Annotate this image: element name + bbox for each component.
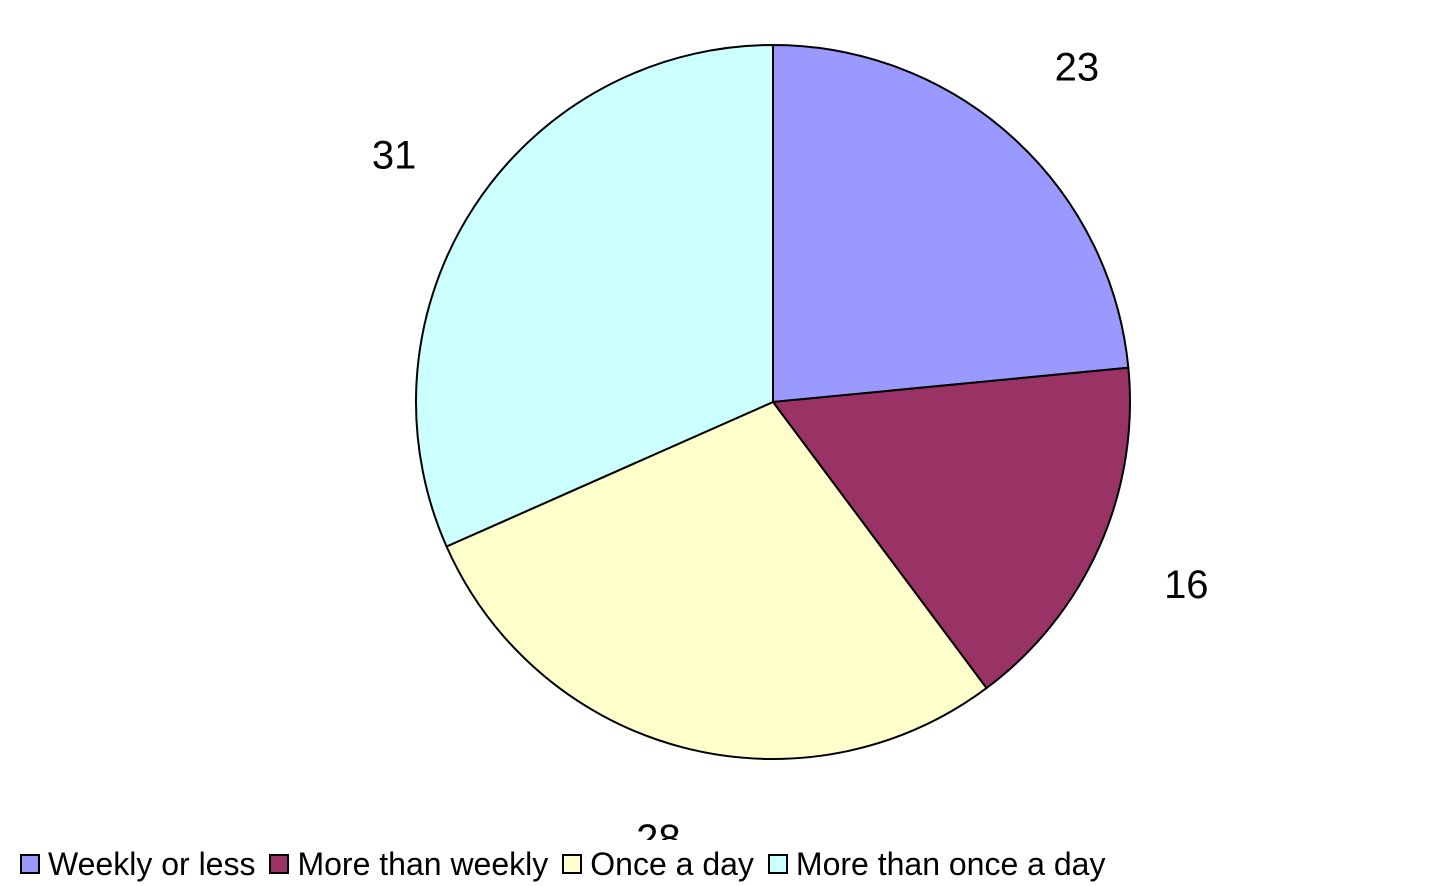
- pie-plot-area: 23 16 28 31: [372, 44, 1209, 840]
- data-label-3: 28: [636, 817, 681, 840]
- legend-label: More than weekly: [297, 846, 549, 882]
- legend: Weekly or less More than weekly Once a day…: [20, 844, 1119, 884]
- legend-label: Once a day: [590, 846, 754, 882]
- legend-item-1: Weekly or less: [20, 846, 255, 882]
- data-label-1: 23: [1055, 45, 1100, 89]
- pie-slice-2: [772, 366, 1131, 690]
- legend-label: More than once a day: [795, 846, 1106, 882]
- pie-slice-3: [445, 401, 988, 760]
- legend-swatch: [20, 854, 40, 874]
- legend-swatch: [767, 854, 788, 874]
- pie-slice-4: [415, 44, 774, 548]
- legend-label: Weekly or less: [48, 846, 256, 882]
- data-label-2: 16: [1164, 563, 1209, 607]
- data-label-4: 31: [372, 133, 417, 177]
- legend-item-2: More than weekly: [269, 846, 548, 882]
- legend-item-3: Once a day: [562, 846, 754, 882]
- legend-swatch: [269, 854, 290, 874]
- legend-swatch: [562, 854, 583, 874]
- pie-slice-1: [772, 44, 1130, 403]
- legend-item-4: More than once a day: [767, 846, 1106, 882]
